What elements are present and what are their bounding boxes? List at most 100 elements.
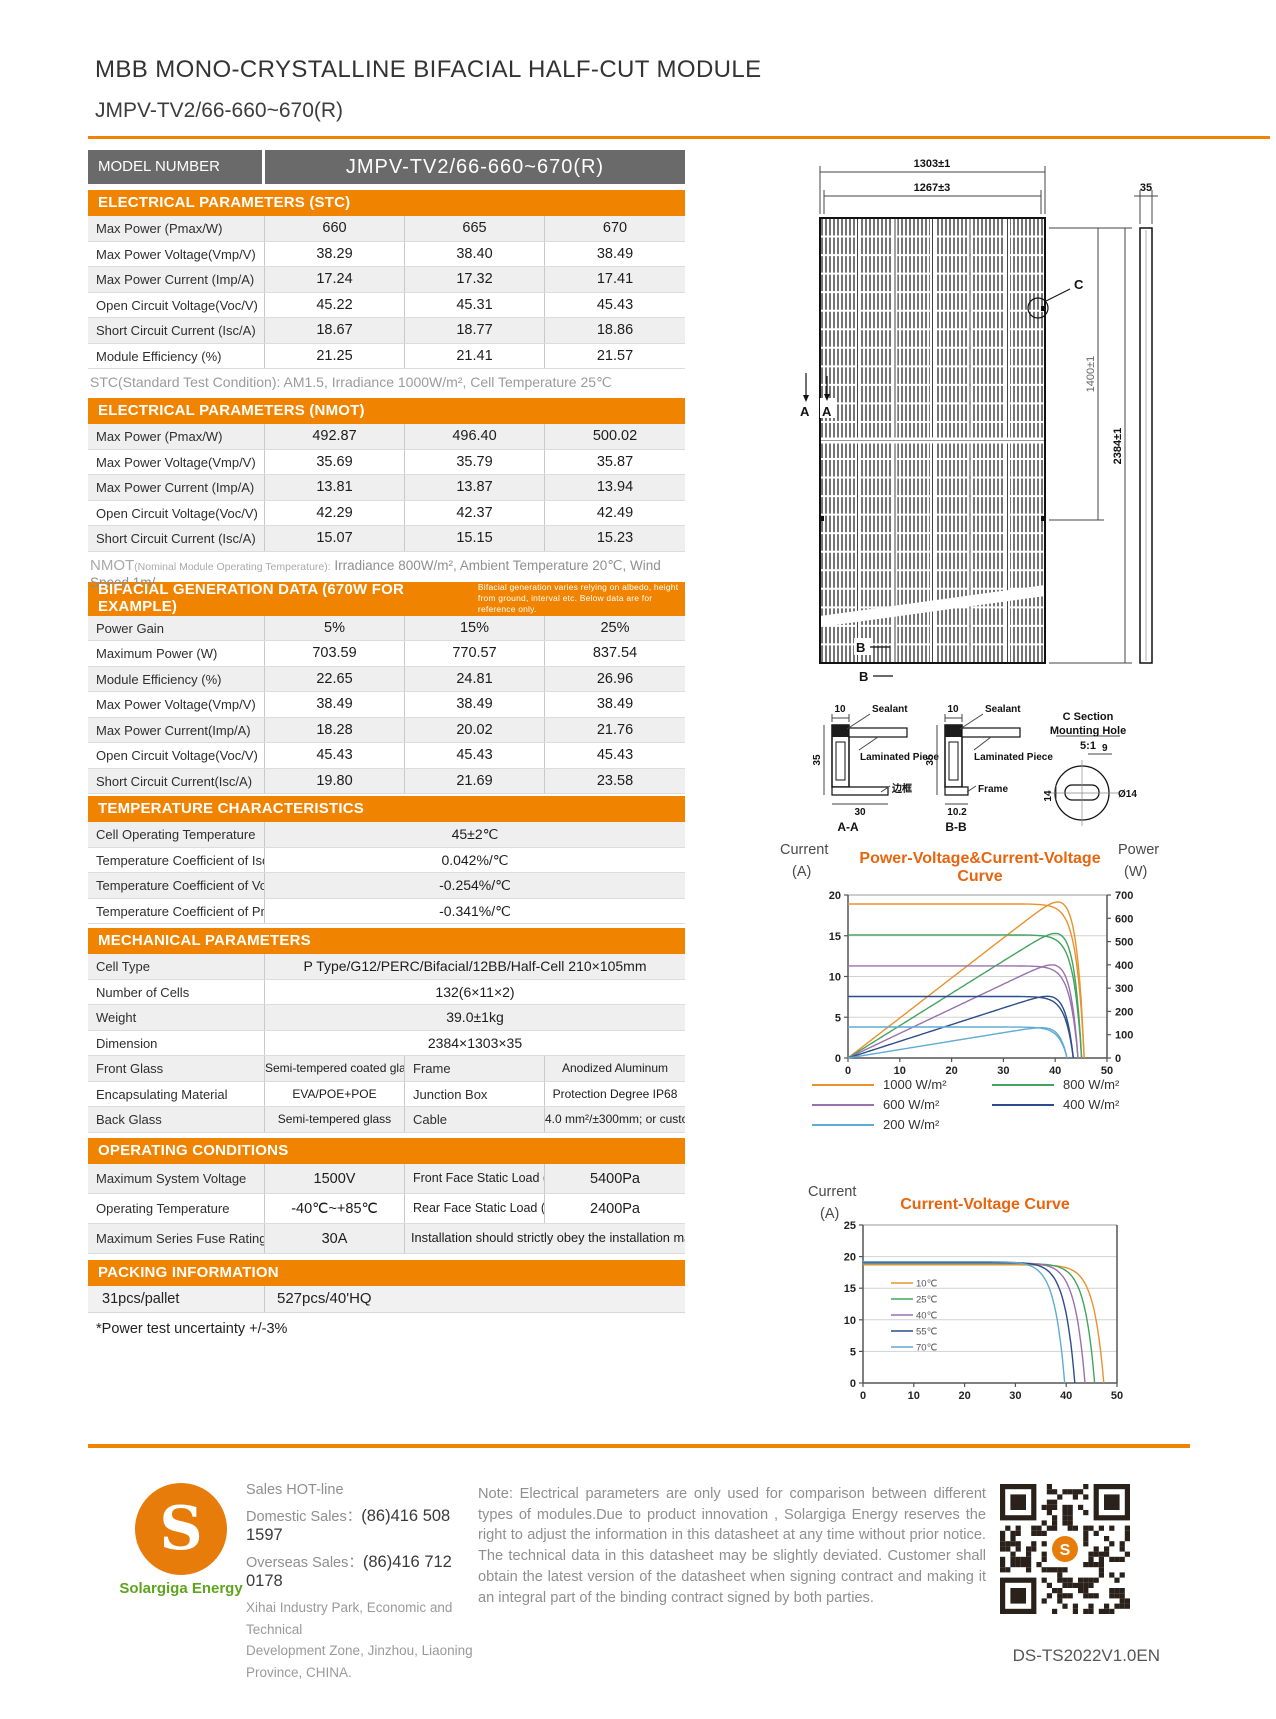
svg-text:25℃: 25℃ xyxy=(916,1295,938,1306)
solargiga-logo: S xyxy=(135,1483,227,1575)
table-row: Short Circuit Current (Isc/A) 18.67 18.77 1… xyxy=(88,318,685,344)
table-cell: 13.81 xyxy=(265,475,405,500)
table-cell: 15.23 xyxy=(596,530,634,546)
table-cell: Module Efficiency (%) xyxy=(88,666,265,691)
section-header-operating: OPERATING CONDITIONS xyxy=(88,1137,685,1164)
table-row: Max Power Voltage(Vmp/V) 35.69 35.79 35.87 xyxy=(88,449,685,475)
table-cell: Frame xyxy=(405,1056,545,1081)
chart1-title: Power-Voltage&Current-Voltage Curve xyxy=(859,850,1101,885)
section-title: BIFACIAL GENERATION DATA (670W FOR EXAMP… xyxy=(98,581,404,615)
dim-10: 10 xyxy=(834,704,846,715)
table-cell: 21.76 xyxy=(596,721,634,738)
bifacial-note: Bifacial generation varies relying on al… xyxy=(477,581,679,615)
svg-text:10: 10 xyxy=(908,1390,920,1402)
svg-text:10: 10 xyxy=(894,1065,906,1077)
table-row: Operating Temperature -40℃~+85℃ Rear Fac… xyxy=(88,1193,685,1225)
table-cell: 1500V xyxy=(265,1163,405,1193)
table-row: Max Power (Pmax/W) 492.87 496.40 500.02 xyxy=(88,424,685,450)
legend-item: 1000 W/m² xyxy=(812,1076,992,1093)
table-cell: 38.49 xyxy=(405,692,545,717)
table-cell: 38.49 xyxy=(596,696,634,712)
legend-label: 400 W/m² xyxy=(1063,1097,1120,1112)
page-subtitle: JMPV-TV2/66-660~670(R) xyxy=(95,99,344,122)
table-row: Maximum System Voltage 1500V Front Face … xyxy=(88,1163,685,1194)
table-cell: Short Circuit Current(Isc/A) xyxy=(88,768,265,793)
table-cell: 21.25 xyxy=(265,343,405,368)
table-cell: 45.43 xyxy=(405,743,545,768)
svg-text:700: 700 xyxy=(1115,890,1133,902)
table-cell: 26.96 xyxy=(596,670,634,687)
table-cell: 4.0 mm²/±300mm; or customized length xyxy=(545,1111,685,1126)
label-sealant: Sealant xyxy=(985,704,1021,715)
table-cell: 22.65 xyxy=(265,666,405,691)
table-cell: -40℃~+85℃ xyxy=(265,1193,405,1224)
table-row: Max Power Current (Imp/A) 13.81 13.87 13.94 xyxy=(88,475,685,501)
table-cell: Max Power (Pmax/W) xyxy=(88,424,265,449)
operating-table: Maximum System Voltage 1500V Front Face … xyxy=(88,1163,685,1255)
bifacial-table: Power Gain 5% 15% 25% Maximum Power (W) 703.5… xyxy=(88,615,685,794)
svg-text:20: 20 xyxy=(958,1390,970,1402)
legend-swatch xyxy=(812,1083,874,1086)
nmot-table: Max Power (Pmax/W) 492.87 496.40 500.02 Max … xyxy=(88,424,685,552)
model-number-label: MODEL NUMBER xyxy=(88,150,265,184)
table-cell: 39.0±1kg xyxy=(446,1009,504,1025)
table-cell: 45.43 xyxy=(596,747,634,763)
callout-b: B xyxy=(856,640,865,655)
table-row: Maximum Series Fuse Rating 30A Installat… xyxy=(88,1224,685,1255)
svg-text:500: 500 xyxy=(1115,937,1133,949)
table-cell: 18.86 xyxy=(596,322,634,338)
svg-text:40℃: 40℃ xyxy=(916,1311,938,1322)
dim-dia14: Ø14 xyxy=(1118,789,1137,800)
label-laminated-piece: Laminated Piece xyxy=(974,752,1053,763)
c-section-title1: C Section xyxy=(1063,711,1114,723)
mechanical-table: Cell Type P Type/G12/PERC/Bifacial/12BB/… xyxy=(88,954,685,1133)
table-cell: Open Circuit Voltage(Voc/V) xyxy=(88,292,265,317)
table-cell: Semi-tempered coated glass xyxy=(265,1056,405,1081)
table-cell: 23.58 xyxy=(596,772,634,789)
dim-thickness: 35 xyxy=(1140,182,1152,194)
table-row: Short Circuit Current (Isc/A) 15.07 15.15 1… xyxy=(88,526,685,552)
page-title: MBB MONO-CRYSTALLINE BIFACIAL HALF-CUT M… xyxy=(95,56,762,83)
svg-text:55℃: 55℃ xyxy=(916,1327,938,1338)
table-cell: Protection Degree IP68 xyxy=(552,1086,678,1101)
table-cell: 38.49 xyxy=(596,245,634,262)
table-cell: 13.94 xyxy=(596,479,634,495)
table-cell: Weight xyxy=(88,1005,265,1030)
dimension-lines xyxy=(819,166,1158,664)
table-cell: 24.81 xyxy=(405,666,545,691)
table-cell: 660 xyxy=(265,216,405,241)
table-cell: Max Power (Pmax/W) xyxy=(88,216,265,241)
svg-text:50: 50 xyxy=(1111,1390,1123,1402)
nmot-note-small: (Nominal Module Operating Temperature): xyxy=(134,560,331,573)
table-cell: 132(6×11×2) xyxy=(435,983,515,1000)
svg-text:30: 30 xyxy=(997,1065,1009,1077)
dimension-labels: 1303±1 1267±3 35 2384±1 1400±1 xyxy=(914,158,1152,464)
table-cell: 703.59 xyxy=(265,641,405,666)
legend-label: 1000 W/m² xyxy=(883,1077,947,1092)
chart2-yleft-label: Current xyxy=(808,1184,857,1200)
table-cell: Semi-tempered glass xyxy=(265,1107,405,1132)
table-cell: 18.77 xyxy=(405,318,545,343)
legal-note: Note: Electrical parameters are only use… xyxy=(478,1486,986,1606)
svg-text:20: 20 xyxy=(844,1252,856,1264)
svg-text:0: 0 xyxy=(1115,1053,1121,1065)
table-cell: 42.49 xyxy=(596,504,634,521)
svg-text:20: 20 xyxy=(829,890,841,902)
section-header-nmot: ELECTRICAL PARAMETERS (NMOT) xyxy=(88,398,685,424)
table-cell: Maximum System Voltage xyxy=(88,1163,265,1193)
table-cell: 19.80 xyxy=(265,768,405,793)
table-row: Module Efficiency (%) 21.25 21.41 21.57 xyxy=(88,343,685,369)
table-row: Max Power Voltage(Vmp/V) 38.29 38.40 38.49 xyxy=(88,241,685,267)
dim-35: 35 xyxy=(925,754,936,766)
stc-note: STC(Standard Test Condition): AM1.5, Irr… xyxy=(90,374,685,392)
packing-row: 31pcs/pallet 527pcs/40'HQ xyxy=(88,1286,685,1314)
svg-text:10℃: 10℃ xyxy=(916,1279,938,1290)
table-cell: Open Circuit Voltage(Voc/V) xyxy=(88,743,265,768)
table-cell: Back Glass xyxy=(88,1107,265,1132)
table-row: Max Power Voltage(Vmp/V) 38.49 38.49 38.49 xyxy=(88,692,685,718)
table-row: Open Circuit Voltage(Voc/V) 42.29 42.37 42.… xyxy=(88,500,685,526)
table-cell: Temperature Coefficient of Isc xyxy=(88,847,265,872)
table-cell: Max Power Current(Imp/A) xyxy=(88,717,265,742)
table-cell: 42.29 xyxy=(265,500,405,525)
svg-text:70℃: 70℃ xyxy=(916,1343,938,1354)
